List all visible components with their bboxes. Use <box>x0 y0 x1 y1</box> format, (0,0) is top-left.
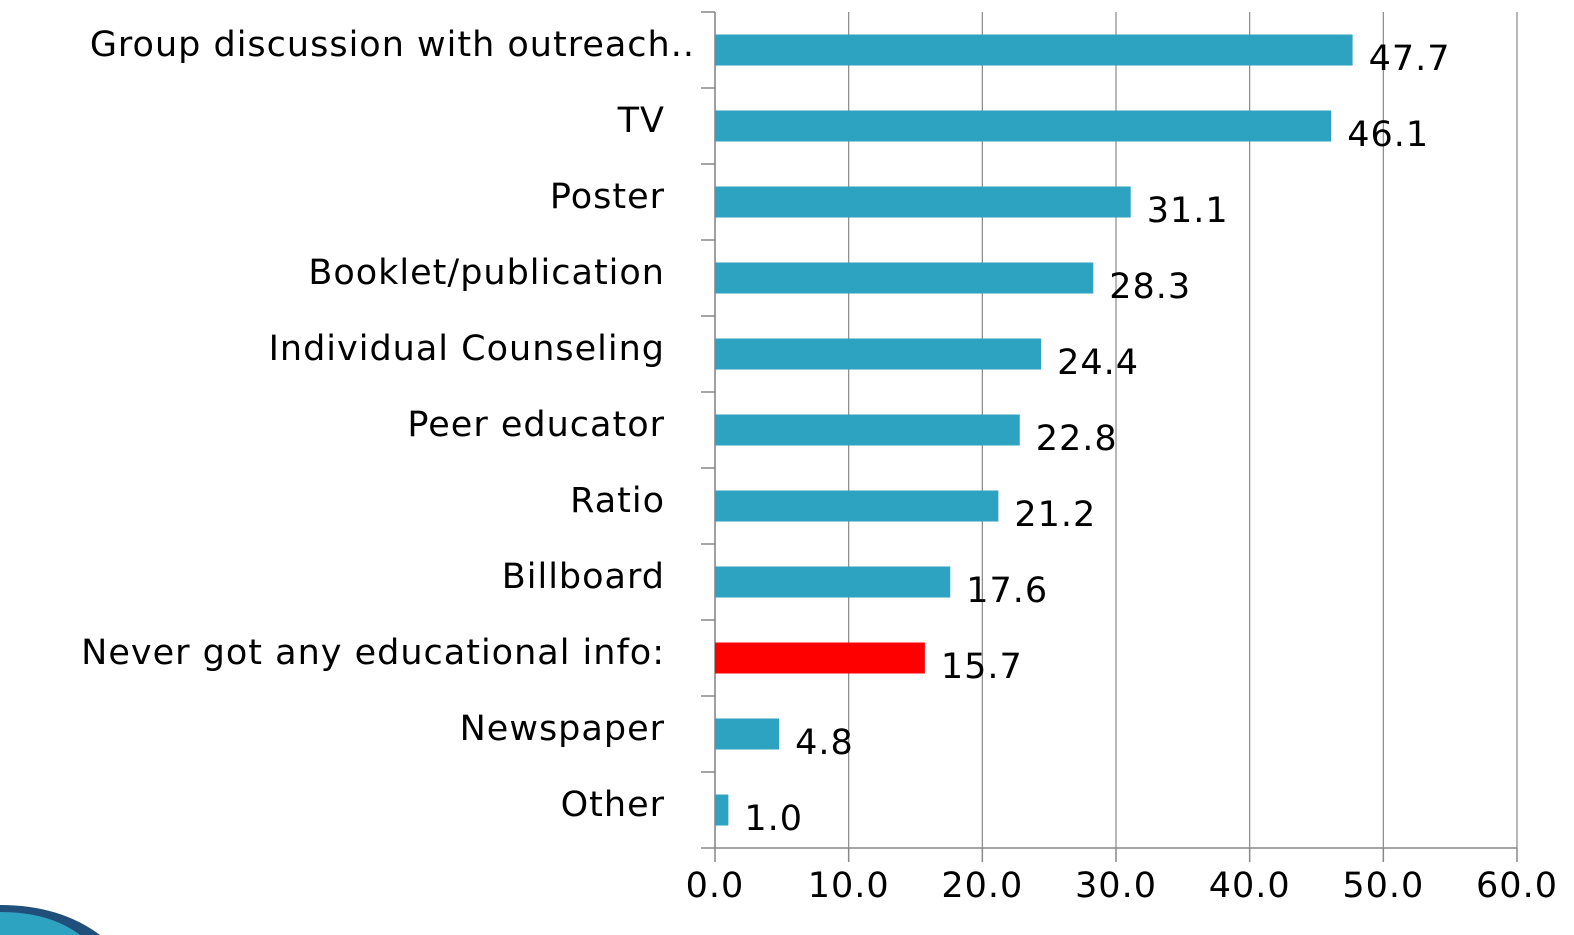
y-tick-label: Individual Counseling <box>269 329 665 369</box>
y-tick-label: Never got any educational info: <box>81 633 665 673</box>
x-tick-label: 20.0 <box>941 866 1023 906</box>
y-tick-label: Peer educator <box>407 405 665 445</box>
data-label: 24.4 <box>1057 343 1139 383</box>
bar <box>715 262 1094 294</box>
y-tick-label: Poster <box>550 177 665 217</box>
x-tick-label: 10.0 <box>808 866 890 906</box>
bar <box>715 34 1353 66</box>
bar <box>715 414 1020 446</box>
y-tick-label: Group discussion with outreach.. <box>90 25 695 65</box>
data-label: 21.2 <box>1014 495 1096 535</box>
corner-decoration <box>0 912 80 935</box>
bar <box>715 110 1332 142</box>
bar <box>715 338 1042 370</box>
data-label: 1.0 <box>744 799 803 839</box>
data-label: 4.8 <box>795 723 854 763</box>
data-label: 31.1 <box>1147 191 1229 231</box>
bar <box>715 642 925 674</box>
x-tick-label: 0.0 <box>686 866 745 906</box>
bar <box>715 490 999 522</box>
y-tick-label: Newspaper <box>460 709 665 749</box>
data-label: 17.6 <box>966 571 1048 611</box>
x-tick-label: 30.0 <box>1075 866 1157 906</box>
data-label: 22.8 <box>1036 419 1118 459</box>
x-tick-label: 50.0 <box>1342 866 1424 906</box>
bar <box>715 186 1131 218</box>
bar <box>715 718 780 750</box>
x-tick-label: 40.0 <box>1209 866 1291 906</box>
data-label: 28.3 <box>1109 267 1191 307</box>
y-tick-label: Other <box>561 785 665 825</box>
x-tick-label: 60.0 <box>1476 866 1558 906</box>
bar <box>715 566 951 598</box>
bar <box>715 794 729 826</box>
y-tick-label: Booklet/publication <box>308 253 665 293</box>
data-label: 46.1 <box>1347 115 1429 155</box>
y-tick-label: TV <box>617 101 665 141</box>
y-tick-label: Billboard <box>502 557 665 597</box>
y-tick-label: Ratio <box>570 481 665 521</box>
data-label: 47.7 <box>1369 39 1451 79</box>
data-label: 15.7 <box>941 647 1023 687</box>
